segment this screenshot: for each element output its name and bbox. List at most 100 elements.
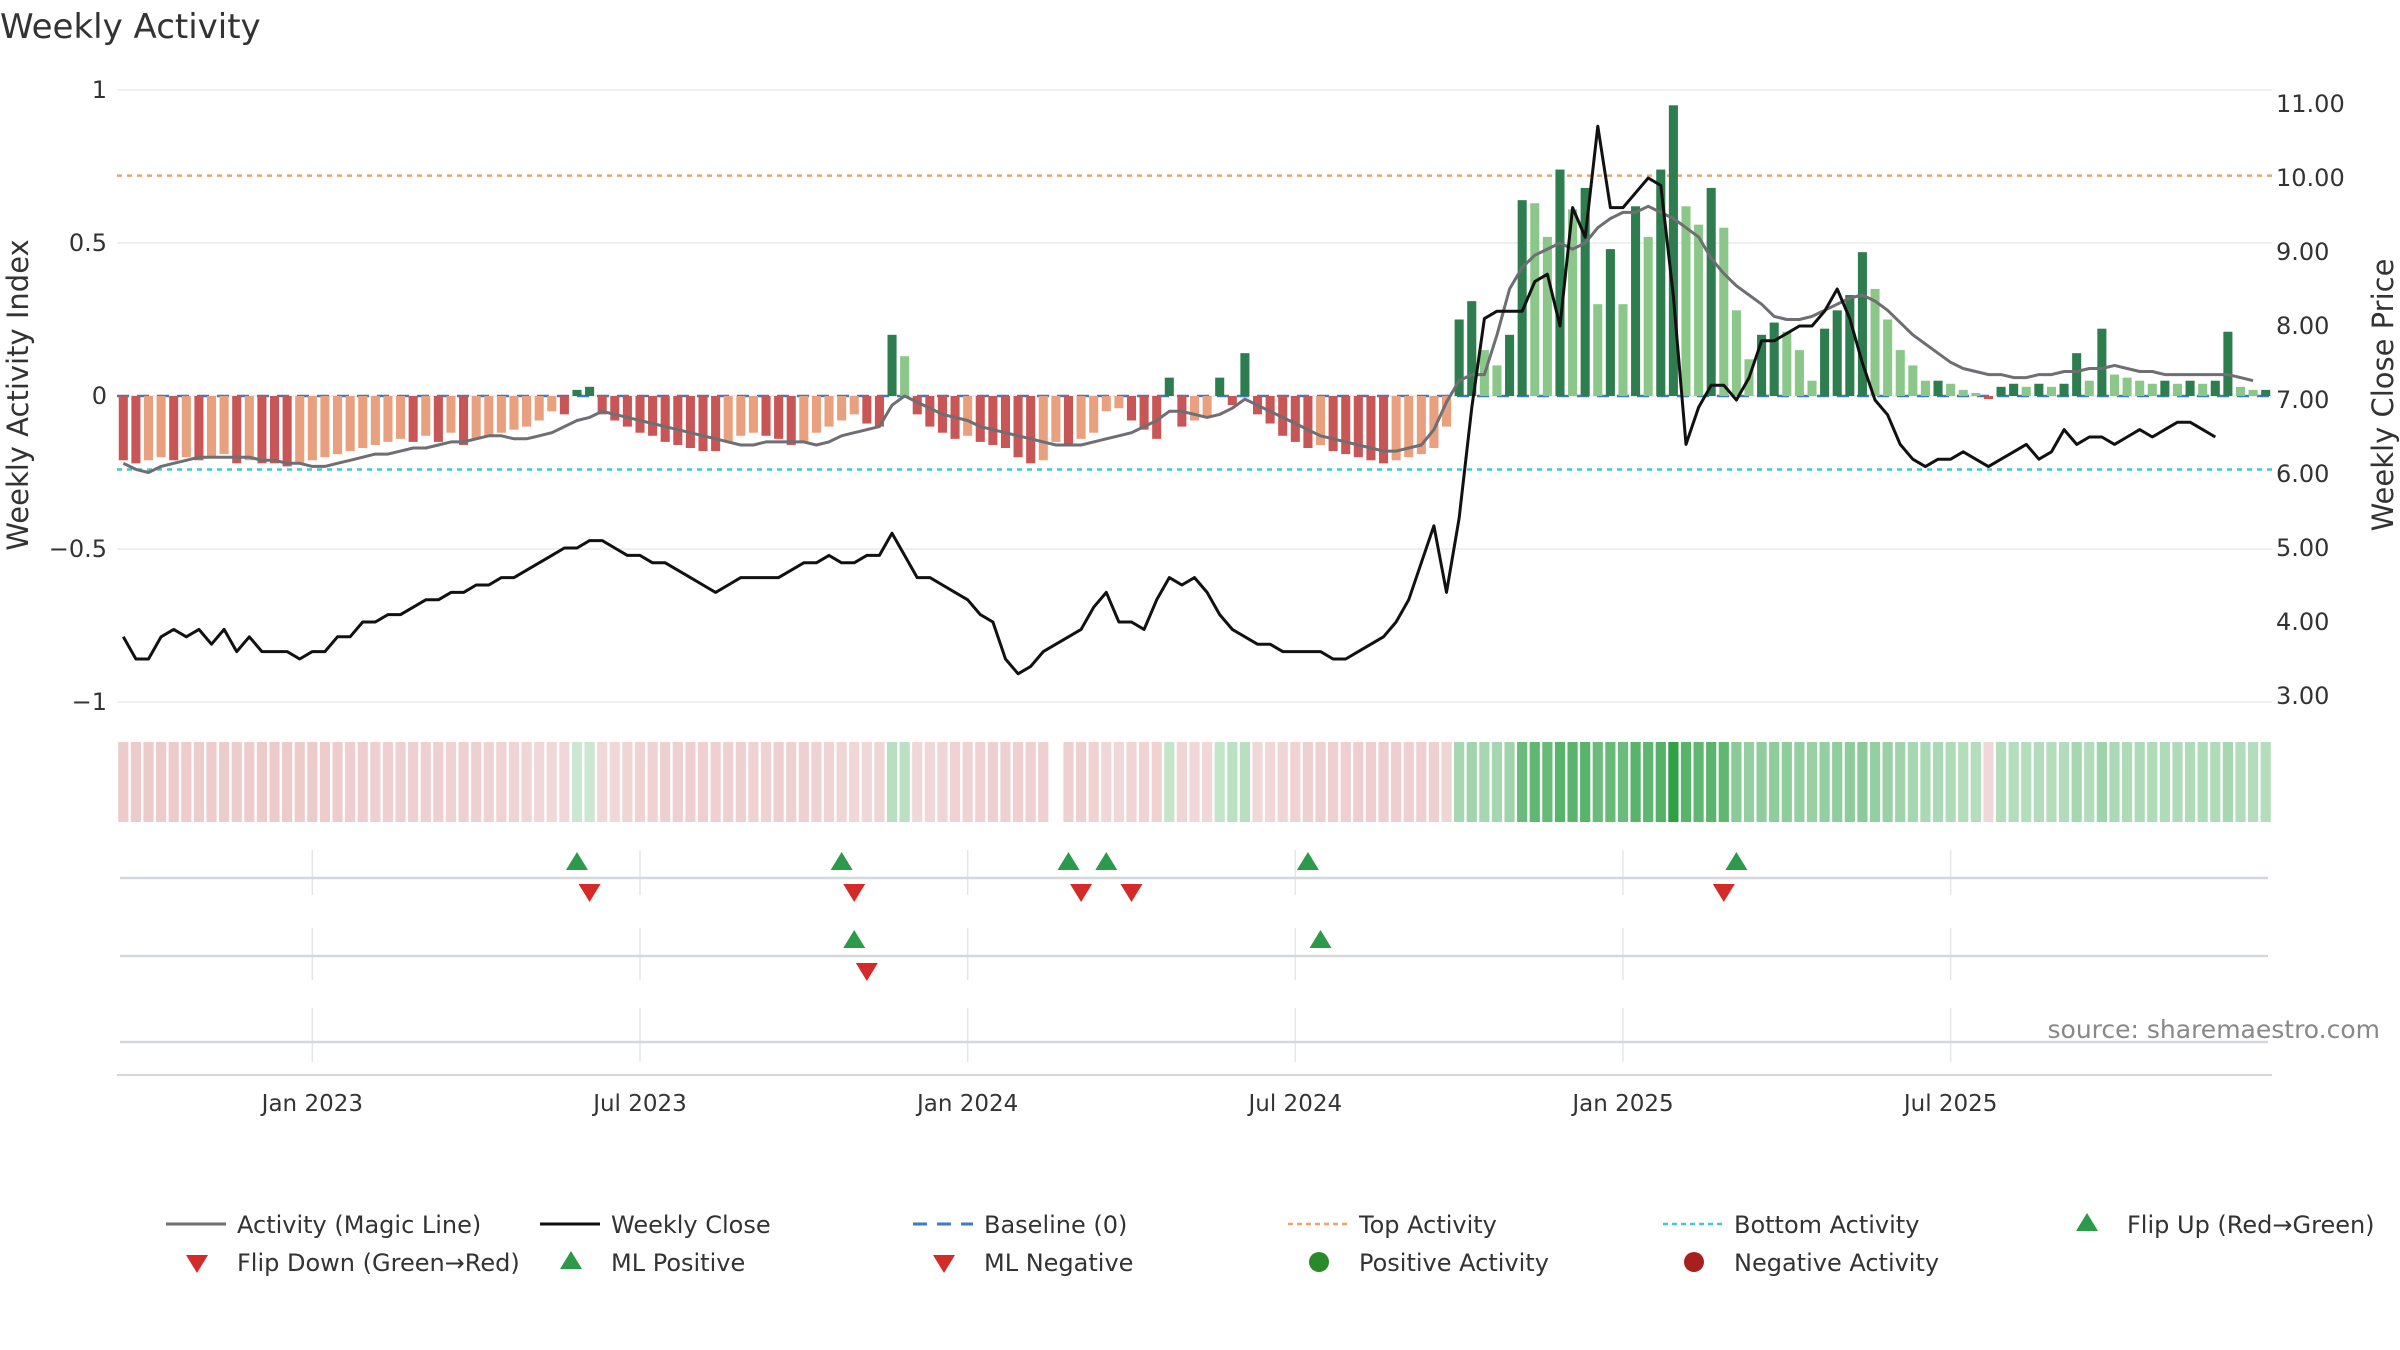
activity-bar — [1618, 304, 1628, 396]
strip-cell — [2058, 742, 2070, 822]
strip-cell — [1214, 742, 1225, 822]
strip-cell — [1441, 742, 1452, 822]
strip-cell — [2021, 742, 2032, 822]
y-tick-label: 0.5 — [69, 229, 107, 257]
strip-cell — [899, 742, 910, 822]
strip-cell — [1239, 742, 1251, 822]
activity-bar — [118, 396, 128, 461]
activity-bar — [1719, 227, 1729, 396]
activity-bar — [496, 396, 506, 433]
strip-cell — [2147, 742, 2158, 822]
strip-cell — [2222, 742, 2233, 822]
activity-bar — [1404, 396, 1414, 458]
legend-item-mlpos: ML Positive — [560, 1249, 745, 1277]
strip-cell — [584, 742, 595, 822]
strip-cell — [118, 742, 129, 822]
activity-bar — [1794, 350, 1804, 396]
flip-down-marker — [843, 884, 866, 902]
strip-cell — [1731, 742, 1742, 822]
strip-cell — [723, 742, 734, 822]
activity-bar — [345, 396, 355, 452]
strip-cell — [2046, 742, 2057, 822]
x-tick-label: Jan 2025 — [1570, 1091, 1673, 1117]
activity-bar — [1341, 396, 1351, 455]
activity-bar — [1051, 396, 1061, 442]
y2-tick-label: 4.00 — [2276, 608, 2329, 636]
strip-cell — [282, 742, 293, 822]
activity-bar — [1668, 105, 1678, 397]
activity-bar — [799, 396, 809, 442]
activity-bar — [1366, 396, 1376, 461]
strip-cell — [924, 742, 935, 822]
activity-bar — [1467, 301, 1477, 396]
y-axis-label: Weekly Activity Index — [1, 239, 35, 550]
y-tick-label: 0 — [92, 382, 107, 410]
strip-cell — [1718, 742, 1729, 822]
activity-bar — [1958, 389, 1968, 396]
strip-cell — [534, 742, 545, 822]
activity-bar — [2034, 383, 2044, 396]
activity-bar — [1681, 206, 1691, 396]
strip-cell — [1428, 742, 1440, 822]
legend-label: Bottom Activity — [1734, 1211, 1919, 1239]
strip-cell — [975, 742, 986, 822]
activity-bar — [446, 396, 456, 433]
strip-cell — [1693, 742, 1704, 822]
strip-cell — [1592, 742, 1603, 822]
strip-cell — [1038, 742, 1049, 822]
activity-bar — [1240, 353, 1250, 396]
legend-label: Baseline (0) — [984, 1211, 1127, 1239]
strip-cell — [1970, 742, 1981, 822]
activity-bar — [1442, 396, 1452, 427]
strip-cell — [597, 742, 608, 822]
activity-bar — [774, 396, 784, 439]
activity-bar — [433, 396, 443, 442]
series-lines — [121, 124, 2254, 676]
activity-bar — [585, 386, 595, 396]
legend-swatch — [1684, 1252, 1704, 1272]
strip-cell — [382, 742, 394, 822]
activity-bar — [925, 396, 935, 427]
legend-item-negact: Negative Activity — [1684, 1249, 1939, 1277]
legend-item-top: Top Activity — [1288, 1211, 1497, 1239]
activity-bar — [2109, 374, 2120, 396]
activity-bar — [559, 396, 569, 415]
strip-cell — [1277, 742, 1288, 822]
activity-bar — [1303, 396, 1313, 449]
strip-cell — [647, 742, 658, 822]
activity-bar — [811, 396, 821, 433]
strip-cell — [332, 742, 343, 822]
activity-bar — [1769, 322, 1779, 396]
activity-bar — [1378, 396, 1389, 464]
activity-bar — [1857, 252, 1867, 396]
activity-bar — [1215, 377, 1225, 396]
x-tick-label: Jan 2023 — [260, 1091, 363, 1117]
strip-cell — [622, 742, 633, 822]
activity-bar — [1202, 396, 1212, 418]
activity-bar — [269, 396, 280, 464]
strip-cell — [496, 742, 507, 822]
legend-item-close: Weekly Close — [540, 1211, 771, 1239]
activity-bar — [1152, 396, 1162, 439]
activity-bar — [1996, 386, 2006, 396]
strip-cell — [445, 742, 457, 822]
strip-cell — [1063, 742, 1074, 822]
activity-bar — [2172, 383, 2183, 396]
activity-bar — [1643, 236, 1653, 396]
activity-bar — [887, 334, 897, 396]
activity-bar — [547, 396, 557, 412]
activity-bar — [1315, 396, 1326, 445]
activity-bar — [282, 396, 292, 467]
x-tick-label: Jan 2024 — [915, 1091, 1018, 1117]
activity-bar — [1895, 350, 1905, 396]
strip-cell — [1932, 742, 1944, 822]
activity-bar — [156, 396, 166, 458]
strip-cell — [559, 742, 570, 822]
activity-bar — [1631, 206, 1641, 396]
activity-bar — [358, 396, 368, 449]
strip-cell — [1907, 742, 1918, 822]
activity-bar — [862, 396, 872, 424]
activity-bar — [685, 396, 695, 449]
